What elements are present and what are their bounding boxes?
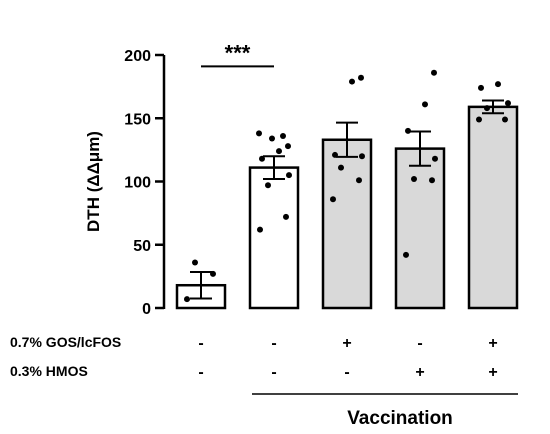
data-point (495, 81, 501, 88)
data-point (283, 213, 289, 220)
treatment-sign: - (198, 364, 203, 381)
data-point (332, 151, 338, 158)
vaccination-label: Vaccination (347, 408, 453, 429)
treatment-sign: - (271, 364, 276, 381)
data-point (422, 101, 428, 108)
bar (467, 105, 519, 310)
treatment-sign: + (342, 335, 351, 352)
data-point (280, 132, 286, 139)
data-point (403, 251, 409, 258)
data-point (276, 148, 282, 155)
data-point (432, 155, 438, 162)
treatment-sign: + (415, 364, 424, 381)
bars (175, 69, 519, 310)
data-point (338, 164, 344, 171)
bar (321, 138, 373, 310)
y-tick-label: 50 (133, 238, 151, 255)
data-point (356, 177, 362, 184)
data-point (259, 155, 265, 162)
significance-markers: **** (201, 40, 274, 68)
data-point (358, 74, 364, 81)
y-axis: 0 50 100 150 200 (124, 48, 166, 318)
y-tick-label: 0 (142, 301, 151, 318)
treatment-sign: - (271, 335, 276, 352)
y-tick-label: 100 (124, 175, 151, 192)
row-label: 0.3% HMOS (10, 363, 88, 379)
treatment-sign: + (488, 364, 497, 381)
treatment-sign: - (417, 335, 422, 352)
treatment-sign: - (344, 364, 349, 381)
data-point (411, 175, 417, 182)
data-point (431, 69, 437, 76)
y-tick-label: 200 (124, 48, 151, 65)
data-point (286, 172, 292, 179)
data-point (330, 196, 336, 203)
data-point (285, 143, 291, 150)
y-axis-title: DTH (ΔΔμm) (84, 131, 103, 232)
data-point (505, 100, 511, 107)
data-point (210, 270, 216, 277)
significance-label: *** (225, 40, 251, 65)
data-point (257, 226, 263, 233)
data-point (478, 84, 484, 91)
data-point (184, 296, 190, 303)
data-point (269, 135, 275, 142)
row-label: 0.7% GOS/lcFOS (10, 334, 121, 350)
y-tick-label: 150 (124, 111, 151, 128)
data-point (405, 127, 411, 134)
bar (248, 166, 300, 310)
data-point (349, 78, 355, 85)
data-point (429, 177, 435, 184)
data-point (192, 259, 198, 266)
bar (394, 147, 446, 310)
treatment-design-table: 0.7% GOS/lcFOS - - + - +0.3% HMOS - - - + + Vaccina… (10, 334, 518, 429)
treatment-sign: - (198, 335, 203, 352)
data-point (256, 130, 262, 137)
data-point (502, 116, 508, 123)
data-point (265, 182, 271, 189)
data-point (476, 116, 482, 123)
treatment-sign: + (488, 335, 497, 352)
data-point (359, 153, 365, 160)
data-point (484, 105, 490, 112)
